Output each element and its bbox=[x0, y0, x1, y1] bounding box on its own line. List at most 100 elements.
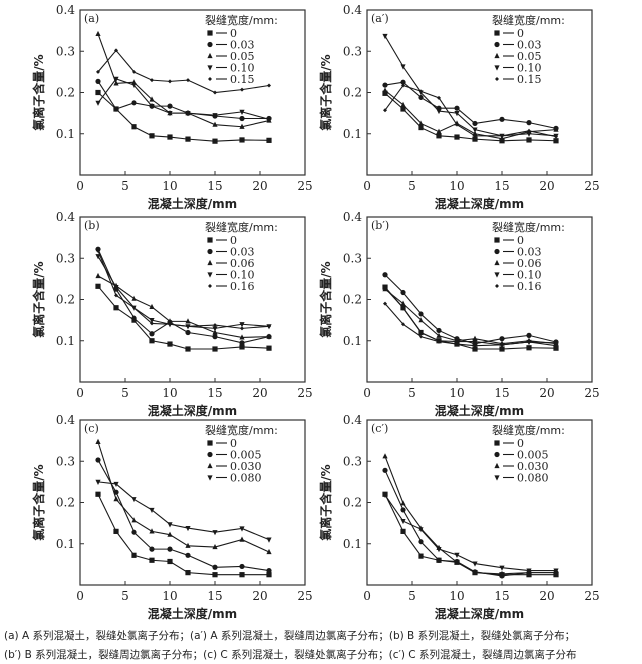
legend-marker-square bbox=[494, 440, 500, 446]
data-point bbox=[382, 90, 388, 96]
data-point bbox=[267, 83, 271, 88]
data-point bbox=[113, 481, 119, 488]
data-point bbox=[500, 342, 504, 347]
legend-title: 裂缝宽度/mm: bbox=[205, 13, 278, 27]
x-tick-label: 15 bbox=[207, 179, 222, 193]
series-line bbox=[97, 494, 269, 576]
x-tick-label: 15 bbox=[494, 589, 509, 603]
data-point bbox=[526, 120, 532, 126]
data-point bbox=[149, 331, 155, 337]
legend-marker-triangle-down bbox=[207, 475, 213, 481]
data-point bbox=[96, 248, 100, 253]
data-point bbox=[113, 305, 119, 311]
data-point bbox=[185, 318, 191, 324]
data-point bbox=[95, 491, 101, 497]
x-tick-label: 25 bbox=[297, 386, 312, 400]
series-0.030 bbox=[95, 438, 272, 555]
legend-label: 0 bbox=[230, 437, 237, 450]
plot-frame bbox=[366, 216, 593, 383]
series-0.10 bbox=[95, 76, 272, 123]
y-tick-label: 0.1 bbox=[343, 537, 362, 551]
data-point bbox=[500, 133, 504, 138]
plot-frame bbox=[79, 216, 306, 383]
legend-label: 0.06 bbox=[517, 257, 542, 270]
data-point bbox=[185, 111, 191, 117]
series-0.080 bbox=[382, 492, 559, 574]
data-point bbox=[167, 103, 173, 109]
x-tick-label: 5 bbox=[408, 386, 416, 400]
data-point bbox=[132, 69, 136, 74]
data-point bbox=[526, 137, 532, 143]
data-point bbox=[239, 344, 245, 350]
legend-marker-triangle-up bbox=[207, 259, 213, 266]
data-point bbox=[167, 522, 173, 528]
data-point bbox=[419, 334, 423, 339]
series-line bbox=[384, 84, 557, 138]
x-tick-label: 5 bbox=[121, 179, 129, 193]
data-point bbox=[149, 338, 155, 344]
data-point bbox=[382, 87, 388, 93]
y-tick-label: 0.3 bbox=[343, 454, 362, 468]
x-axis-label: 混凝土深度/mm bbox=[435, 196, 524, 211]
series-0.16 bbox=[383, 301, 558, 348]
data-point bbox=[499, 565, 505, 571]
legend-marker-triangle-down bbox=[494, 65, 500, 71]
y-tick-label: 0.3 bbox=[56, 251, 75, 265]
data-point bbox=[131, 529, 137, 535]
legend-marker-circle bbox=[494, 451, 500, 458]
data-point bbox=[454, 111, 460, 117]
y-axis-label: 氯离子含量/% bbox=[31, 464, 46, 540]
legend-title: 裂缝宽度/mm: bbox=[205, 220, 278, 234]
data-point bbox=[239, 115, 245, 122]
x-tick-label: 0 bbox=[363, 589, 371, 603]
data-point bbox=[113, 285, 119, 291]
legend-label: 0.03 bbox=[230, 39, 255, 52]
series-line bbox=[384, 494, 556, 576]
legend-marker-triangle-up bbox=[207, 462, 213, 469]
legend: 裂缝宽度/mm:00.030.060.100.16 bbox=[205, 220, 278, 293]
data-point bbox=[401, 83, 405, 88]
data-point bbox=[185, 136, 191, 142]
data-point bbox=[436, 547, 442, 553]
x-tick-label: 25 bbox=[297, 179, 312, 193]
x-tick-label: 15 bbox=[494, 386, 509, 400]
data-point bbox=[114, 293, 118, 298]
legend-marker-circle bbox=[494, 248, 500, 255]
data-point bbox=[113, 496, 119, 502]
legend-label: 0.005 bbox=[230, 449, 262, 462]
y-axis-label: 氯离子含量/% bbox=[31, 261, 46, 337]
data-point bbox=[167, 134, 173, 140]
y-axis-label: 氯离子含量/% bbox=[31, 54, 46, 130]
legend-label: 0.080 bbox=[230, 472, 262, 485]
legend-label: 0 bbox=[230, 27, 237, 40]
data-point bbox=[212, 346, 218, 352]
data-point bbox=[239, 536, 245, 542]
data-point bbox=[436, 108, 442, 115]
series-0 bbox=[95, 491, 272, 578]
y-tick-label: 0.1 bbox=[56, 127, 75, 141]
series-line bbox=[384, 470, 556, 577]
legend-marker-triangle-up bbox=[207, 52, 213, 59]
chart-panel-4: 0 5 10 15 20 25 0.1 0.2 0.3 0.4 混凝土深度/mm 氯离子含量/% (b′… bbox=[318, 210, 600, 418]
data-point bbox=[418, 120, 424, 126]
panel-label: (b′) bbox=[371, 219, 389, 232]
y-tick-label: 0.2 bbox=[343, 86, 362, 100]
data-point bbox=[436, 327, 442, 334]
x-tick-label: 0 bbox=[76, 179, 84, 193]
y-tick-label: 0.1 bbox=[56, 537, 75, 551]
data-point bbox=[454, 134, 460, 140]
legend-label: 0.10 bbox=[230, 62, 255, 75]
legend-label: 0.16 bbox=[230, 280, 255, 293]
data-point bbox=[266, 537, 272, 543]
legend-label: 0.05 bbox=[517, 50, 542, 63]
data-point bbox=[436, 128, 442, 134]
series-0.16 bbox=[96, 248, 271, 331]
data-point bbox=[400, 500, 406, 506]
data-point bbox=[436, 332, 442, 338]
data-point bbox=[472, 120, 478, 127]
legend-marker-diamond bbox=[208, 77, 212, 81]
data-point bbox=[436, 557, 442, 563]
data-point bbox=[400, 289, 406, 296]
data-point bbox=[400, 305, 406, 311]
data-point bbox=[131, 315, 137, 321]
